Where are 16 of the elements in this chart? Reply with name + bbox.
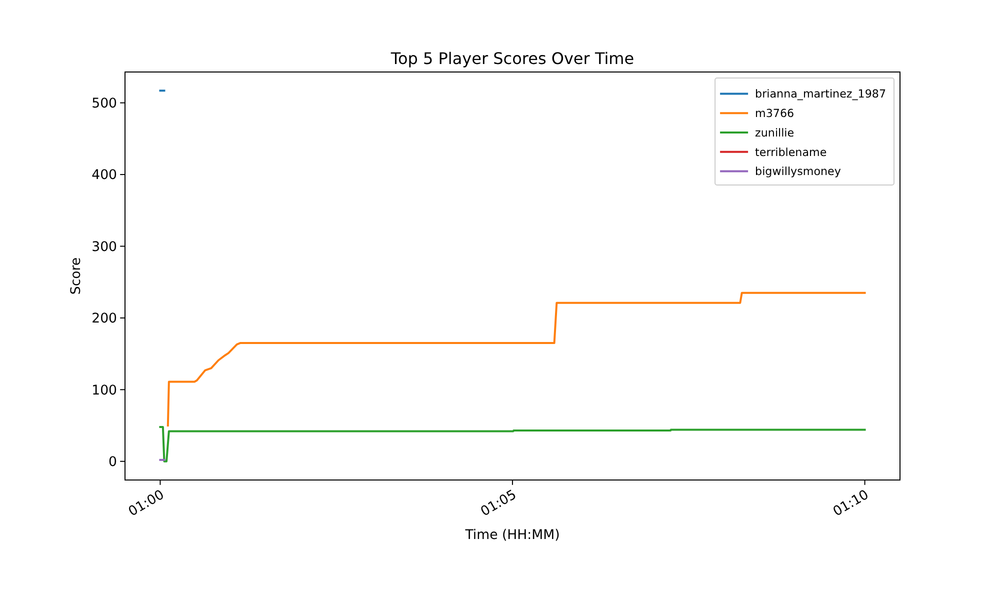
- y-tick-label: 200: [92, 312, 117, 327]
- legend-label: m3766: [755, 106, 794, 120]
- legend-label: brianna_martinez_1987: [755, 88, 886, 101]
- y-tick-label: 500: [92, 96, 117, 112]
- y-tick-label: 400: [92, 168, 117, 184]
- y-tick-label: 100: [92, 383, 117, 398]
- chart-title: Top 5 Player Scores Over Time: [390, 49, 634, 68]
- x-axis-title: Time (HH:MM): [464, 528, 560, 543]
- line-series: [159, 426, 866, 462]
- legend-label: zunillie: [755, 126, 794, 140]
- legend-label: terriblename: [755, 146, 827, 159]
- legend-label: bigwillysmoney: [755, 165, 842, 178]
- y-axis-title: Score: [69, 257, 84, 295]
- y-tick-label: 0: [108, 455, 117, 470]
- y-tick-label: 300: [92, 240, 117, 255]
- line-series: [166, 292, 866, 427]
